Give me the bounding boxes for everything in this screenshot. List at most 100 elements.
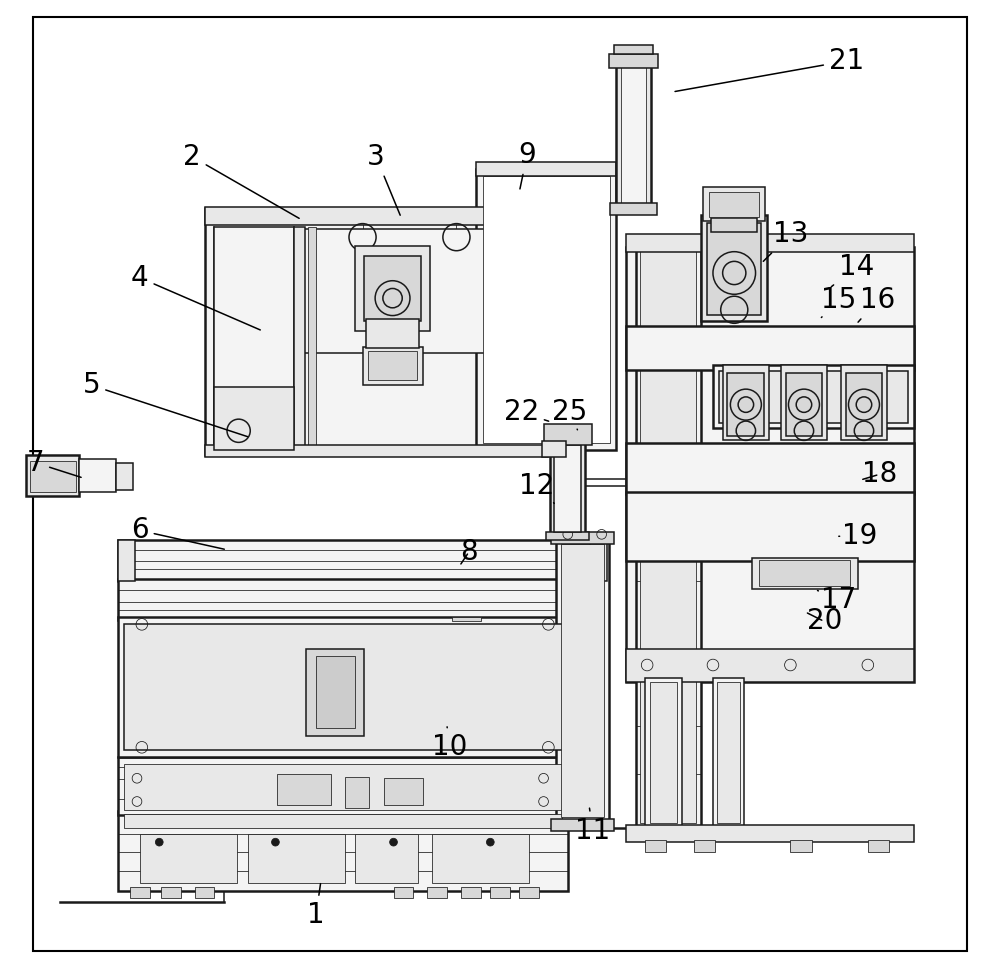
Bar [519,887,539,898]
Bar [118,617,606,757]
Text: 21: 21 [675,47,864,91]
Bar [345,777,369,808]
Bar [561,544,604,817]
Text: 15: 15 [821,287,856,318]
Bar [308,227,316,450]
Bar [645,840,666,852]
Bar [306,649,364,736]
Bar [713,678,744,828]
Text: 12: 12 [519,472,554,503]
Bar [452,617,481,621]
Text: 13: 13 [763,221,808,261]
Bar [476,162,616,176]
Bar [118,540,135,581]
Bar [556,537,609,823]
Bar [626,247,914,682]
Bar [551,532,614,544]
Text: 8: 8 [460,538,478,565]
Bar [161,887,181,898]
Bar [640,250,696,823]
Circle shape [272,838,279,846]
Text: 11: 11 [575,808,611,844]
Bar [614,45,653,54]
Text: 19: 19 [839,523,878,550]
Bar [707,223,761,315]
Bar [490,887,510,898]
Bar [709,192,759,217]
Bar [719,371,908,423]
Bar [355,246,430,331]
Bar [140,834,237,883]
Bar [546,532,589,540]
Text: 7: 7 [27,449,81,477]
Text: 3: 3 [367,143,400,215]
Bar [590,540,607,581]
Bar [626,492,914,561]
Text: 22: 22 [504,399,549,426]
Bar [277,774,331,805]
Bar [717,682,740,823]
Bar [214,387,294,450]
Bar [626,234,914,252]
Text: 10: 10 [432,727,467,761]
Bar [124,814,562,828]
Text: 25: 25 [552,399,587,430]
Text: 17: 17 [818,587,856,614]
Text: 1: 1 [307,884,325,928]
Text: 9: 9 [518,141,536,189]
Bar [781,365,827,440]
Bar [544,424,592,445]
Bar [846,373,882,436]
Bar [650,682,677,823]
Bar [609,54,658,68]
Bar [636,242,701,828]
Bar [727,373,764,436]
Bar [841,365,887,440]
Bar [130,887,150,898]
Text: 14: 14 [831,254,874,287]
Bar [554,445,581,532]
Bar [124,764,562,810]
Text: 4: 4 [131,264,260,330]
Bar [616,63,651,208]
Text: 5: 5 [83,372,248,437]
Bar [26,455,79,496]
Bar [118,811,568,891]
Bar [394,887,413,898]
Bar [205,445,548,457]
Bar [118,757,568,815]
Bar [621,66,646,203]
Circle shape [486,838,494,846]
Bar [703,187,765,221]
Bar [476,169,616,450]
Bar [316,656,355,728]
Text: 2: 2 [183,143,299,219]
Bar [124,624,601,750]
Bar [626,649,914,682]
Bar [626,825,914,842]
Bar [118,579,606,620]
Bar [711,218,757,232]
Bar [432,834,529,883]
Bar [868,840,889,852]
Bar [302,229,532,353]
Bar [610,203,657,215]
Bar [116,463,133,490]
Bar [214,227,294,450]
Text: 6: 6 [131,517,224,549]
Bar [752,558,858,589]
Bar [626,443,914,494]
Bar [786,373,822,436]
Bar [205,207,548,225]
Bar [626,326,914,370]
Bar [364,256,421,321]
Bar [694,840,715,852]
Bar [79,459,116,492]
Bar [551,819,614,831]
Text: 18: 18 [862,461,897,488]
Bar [759,560,850,586]
Bar [427,887,447,898]
Bar [368,351,417,380]
Bar [645,678,682,828]
Bar [30,461,76,492]
